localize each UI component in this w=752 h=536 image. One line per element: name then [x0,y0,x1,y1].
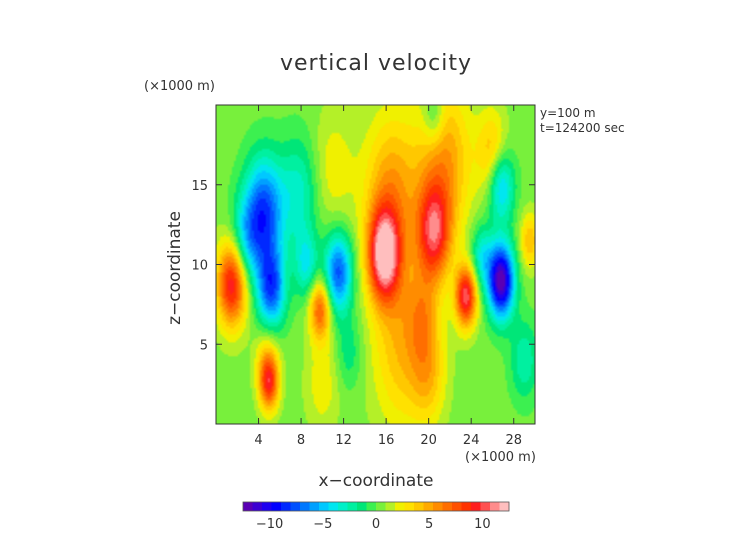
x-tick-label: 28 [505,433,522,448]
colorbar-tick-label: −5 [313,517,332,532]
colorbar-swatch [281,502,291,511]
colorbar-swatch [480,502,491,511]
colorbar-swatch [414,502,424,511]
y-axis-label: z−coordinate [165,211,185,325]
colorbar-swatch [319,502,329,511]
colorbar-tick-label: 5 [425,517,433,532]
chart-title: vertical velocity [280,51,472,76]
y-tick-label: 15 [191,179,208,194]
colorbar-tick-label: 0 [372,517,380,532]
x-tick-label: 16 [378,433,395,448]
x-tick-label: 4 [254,433,262,448]
colorbar-swatch [376,502,386,511]
colorbar-swatch [423,502,434,511]
colorbar-swatch [347,502,358,511]
x-tick-label: 20 [420,433,437,448]
x-unit-label: (×1000 m) [465,450,536,465]
colorbar-swatch [271,502,282,511]
colorbar-frame [242,501,510,512]
colorbar-swatch [490,502,500,511]
colorbar-swatch [290,502,301,511]
colorbar-swatch [252,502,263,511]
colorbar: −10 −5 0 5 10 [242,501,510,532]
colorbar-swatch [300,502,310,511]
colorbar-swatch [404,502,415,511]
colorbar-swatch [338,502,348,511]
annotation-time: t=124200 sec [540,121,625,135]
colorbar-swatch [262,502,272,511]
y-tick-label: 10 [191,259,208,274]
x-tick-label: 24 [463,433,480,448]
colorbar-swatch [442,502,453,511]
velocity-field [216,105,535,424]
colorbar-swatch [433,502,443,511]
colorbar-swatch [461,502,472,511]
colorbar-swatch [471,502,481,511]
colorbar-swatch [395,502,405,511]
annotation-y-position: y=100 m [540,106,596,120]
heatmap-plot: 4 8 12 16 20 24 28 5 10 15 [191,104,536,448]
y-tick-label: 5 [200,338,208,353]
colorbar-swatch [385,502,396,511]
colorbar-swatch [357,502,367,511]
x-axis-label: x−coordinate [319,471,434,491]
colorbar-tick-label: 10 [474,517,491,532]
colorbar-swatch [243,502,253,511]
x-tick-label: 8 [297,433,305,448]
colorbar-swatch [309,502,320,511]
colorbar-swatch [499,502,510,511]
colorbar-tick-label: −10 [256,517,283,532]
colorbar-swatch [328,502,339,511]
y-unit-label: (×1000 m) [144,79,215,94]
x-tick-label: 12 [335,433,352,448]
colorbar-swatch [366,502,377,511]
colorbar-swatch [452,502,462,511]
